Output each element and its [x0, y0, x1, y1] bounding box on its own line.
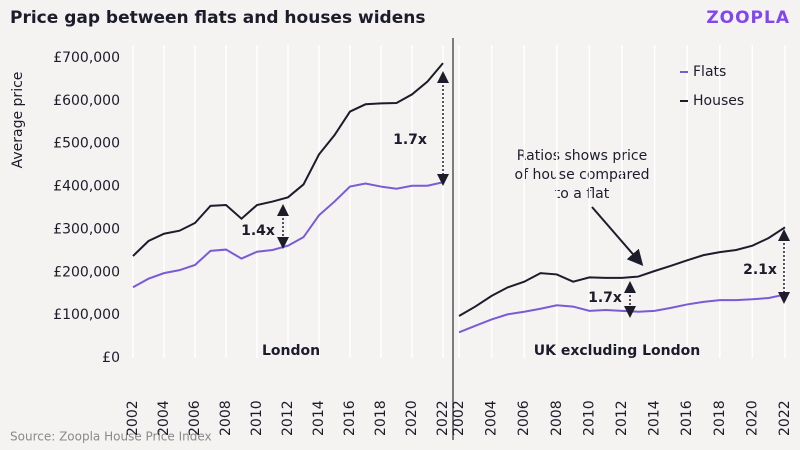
x-tick-label: 2018: [712, 400, 728, 436]
y-tick-label: £0: [102, 350, 120, 366]
x-tick-label: 2008: [218, 400, 234, 436]
y-tick-label: £700,000: [53, 50, 120, 66]
ratio-label: 1.7x: [588, 290, 622, 306]
ratio-label: 1.4x: [241, 223, 275, 239]
panel-label: UK excluding London: [534, 343, 700, 359]
x-tick-label: 2010: [249, 400, 265, 436]
x-tick-label: 2018: [373, 400, 389, 436]
x-tick-label: 2006: [187, 400, 203, 436]
x-tick-label: 2016: [342, 400, 358, 436]
x-tick-label: 2008: [549, 400, 565, 436]
x-tick-label: 2012: [614, 400, 630, 436]
legend-label: Houses: [693, 93, 744, 109]
x-tick-label: 2022: [435, 400, 451, 436]
brand: ZOOPLA: [706, 8, 790, 28]
note-text: Ratios shows price: [517, 148, 647, 164]
x-tick-label: 2004: [484, 400, 500, 436]
x-tick-label: 2002: [125, 400, 141, 436]
x-tick-label: 2006: [516, 400, 532, 436]
y-tick-label: £300,000: [53, 221, 120, 237]
series-line: [458, 226, 786, 317]
ratio-arrows: [277, 71, 790, 318]
source: Source: Zoopla House Price Index: [10, 430, 212, 444]
y-tick-label: £500,000: [53, 136, 120, 152]
x-tick-label: 2010: [581, 400, 597, 436]
note-text: of house compared: [515, 167, 650, 183]
y-axis-label: Average price: [10, 72, 26, 169]
x-tick-label: 2016: [679, 400, 695, 436]
x-tick-label: 2014: [311, 400, 327, 436]
x-tick-label: 2012: [280, 400, 296, 436]
y-tick-label: £400,000: [53, 179, 120, 195]
series-line: [132, 62, 444, 257]
x-tick-label: 2002: [451, 400, 467, 436]
ratio-label: 1.7x: [393, 132, 427, 148]
legend-label: Flats: [693, 64, 726, 80]
ratio-label: 2.1x: [743, 262, 777, 278]
x-tick-label: 2004: [156, 400, 172, 436]
y-tick-label: £600,000: [53, 93, 120, 109]
x-tick-label: 2020: [404, 400, 420, 436]
series-line: [458, 293, 786, 334]
x-tick-label: 2020: [744, 400, 760, 436]
chart-title: Price gap between flats and houses widen…: [10, 8, 425, 28]
note-text: to a flat: [555, 186, 610, 202]
panel-label: London: [262, 343, 320, 359]
y-tick-label: £200,000: [53, 264, 120, 280]
note-arrow: [591, 206, 644, 267]
y-tick-label: £100,000: [53, 307, 120, 323]
x-tick-label: 2014: [647, 400, 663, 436]
x-tick-label: 2022: [777, 400, 793, 436]
